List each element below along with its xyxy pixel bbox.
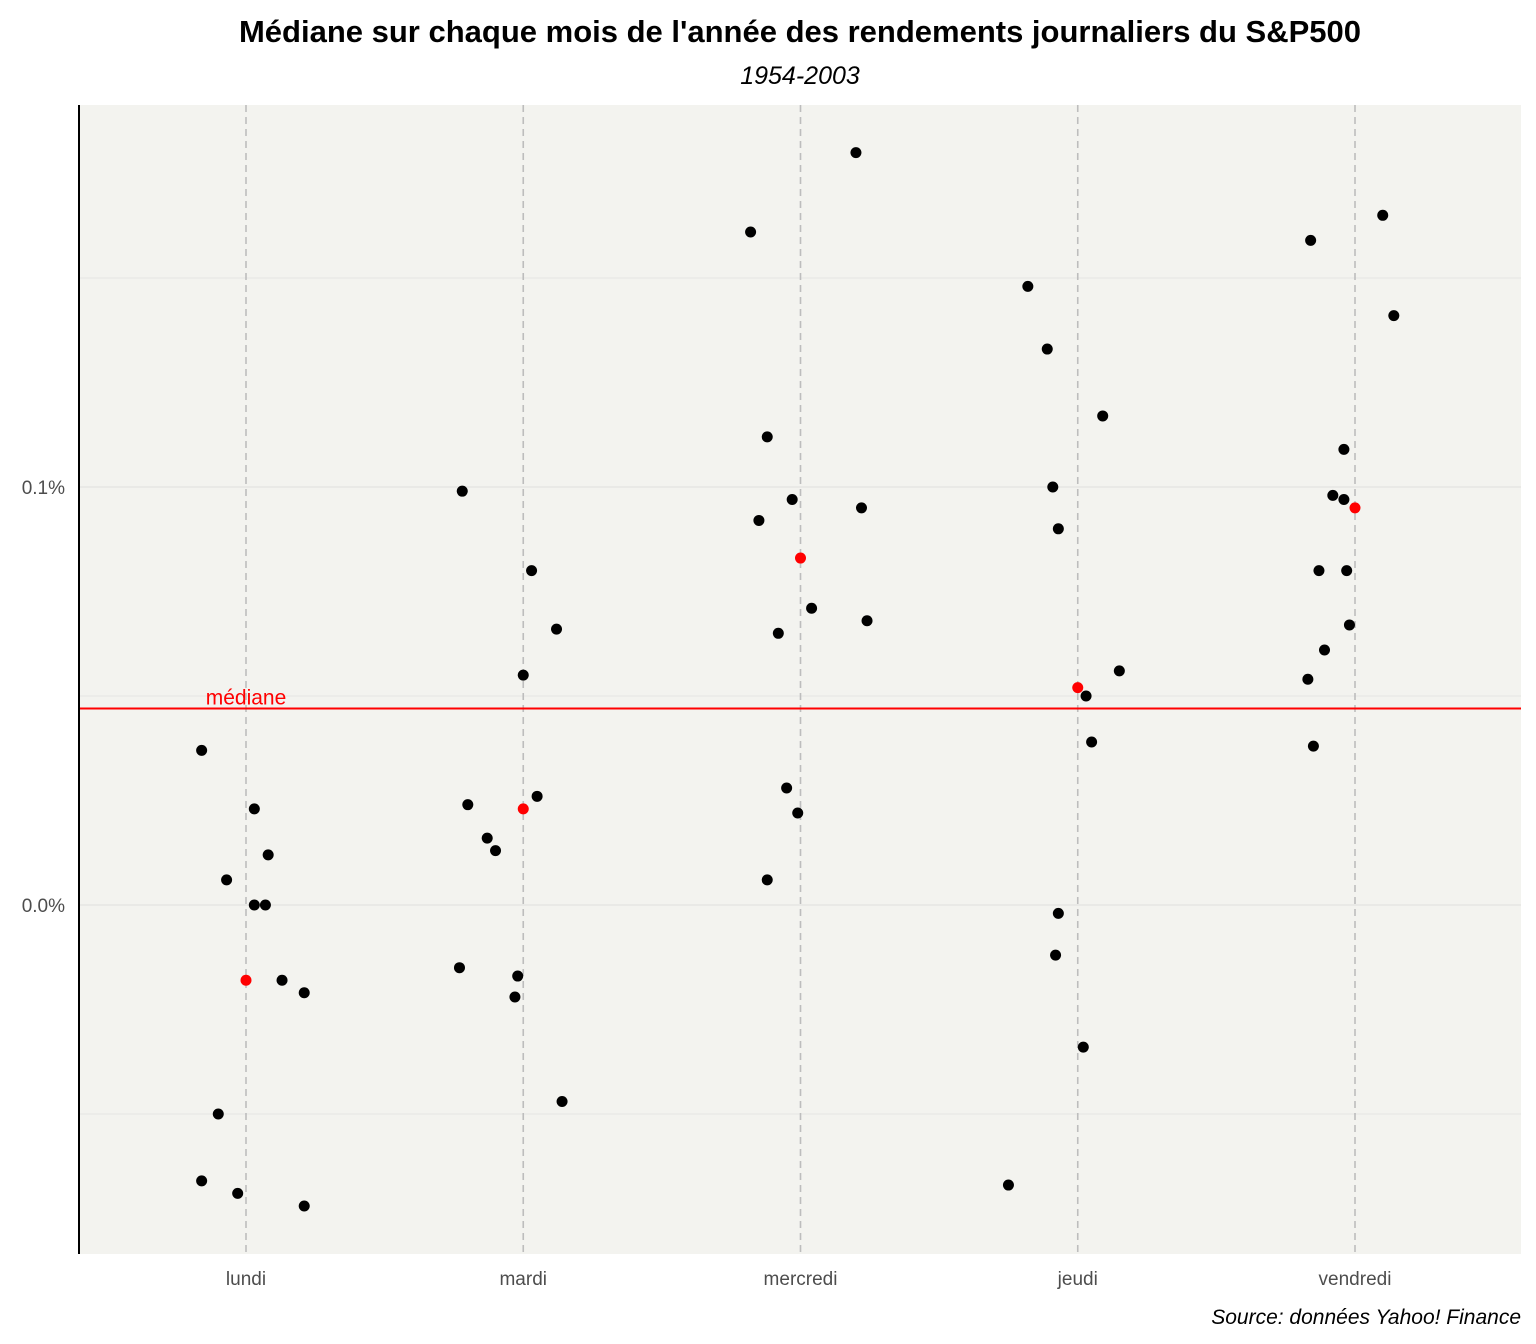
- data-point-jeudi: [1047, 481, 1059, 493]
- data-point-lundi: [212, 1108, 224, 1120]
- data-point-lundi: [221, 874, 233, 886]
- median-point-vendredi: [1349, 502, 1361, 514]
- median-point-jeudi: [1072, 682, 1084, 694]
- data-point-mercredi: [855, 502, 867, 514]
- median-point-mercredi: [795, 552, 806, 564]
- data-point-jeudi: [1052, 907, 1064, 919]
- chart-subtitle: 1954-2003: [740, 62, 860, 90]
- data-point-vendredi: [1327, 489, 1339, 501]
- data-point-vendredi: [1341, 565, 1353, 577]
- data-point-vendredi: [1305, 234, 1317, 246]
- data-point-lundi: [262, 849, 274, 861]
- data-point-mercredi: [745, 226, 757, 238]
- data-point-jeudi: [1050, 949, 1062, 961]
- data-point-lundi: [196, 1175, 208, 1187]
- x-tick-label-jeudi: jeudi: [1057, 1269, 1098, 1290]
- data-point-lundi: [232, 1187, 244, 1199]
- median-label: médiane: [206, 687, 287, 710]
- chart-caption: Source: données Yahoo! Finance: [1211, 1306, 1521, 1329]
- x-tick-label-mercredi: mercredi: [764, 1269, 838, 1290]
- data-point-mardi: [462, 799, 474, 811]
- data-point-mardi: [517, 669, 529, 681]
- data-point-mardi: [551, 623, 563, 635]
- data-point-jeudi: [1041, 343, 1053, 355]
- plot-panel: [80, 105, 1521, 1254]
- data-point-mardi: [526, 565, 538, 577]
- median-layer: médiane: [80, 687, 1521, 710]
- data-point-mercredi: [753, 514, 765, 526]
- data-point-mercredi: [806, 602, 818, 614]
- data-point-lundi: [298, 987, 310, 999]
- points-layer: [196, 147, 1400, 1212]
- y-tick-label: 0.1%: [22, 478, 65, 499]
- data-point-mardi: [512, 970, 524, 982]
- data-point-lundi: [248, 899, 260, 911]
- chart-title: Médiane sur chaque mois de l'année des r…: [239, 14, 1361, 49]
- data-point-jeudi: [1113, 665, 1125, 677]
- data-point-mardi: [509, 991, 521, 1003]
- data-point-vendredi: [1343, 619, 1355, 631]
- data-point-jeudi: [1077, 1041, 1089, 1053]
- data-point-mardi: [453, 962, 465, 974]
- data-point-lundi: [259, 899, 271, 911]
- x-tick-label-vendredi: vendredi: [1319, 1269, 1392, 1290]
- data-point-mardi: [556, 1095, 568, 1107]
- data-point-vendredi: [1388, 310, 1400, 322]
- data-point-jeudi: [1022, 280, 1034, 292]
- data-point-vendredi: [1302, 673, 1314, 685]
- data-point-lundi: [298, 1200, 310, 1212]
- y-tick-label: 0.0%: [22, 896, 65, 917]
- y-axis-ticks: 0.0% 0.1%: [22, 478, 65, 917]
- data-point-mercredi: [861, 615, 873, 627]
- x-axis-ticks: lundi mardi mercredi jeudi vendredi: [226, 1269, 1392, 1290]
- data-point-jeudi: [1086, 736, 1098, 748]
- data-point-vendredi: [1377, 209, 1389, 221]
- data-point-mercredi: [761, 874, 773, 886]
- data-point-vendredi: [1319, 644, 1331, 656]
- median-point-mardi: [517, 803, 529, 815]
- data-point-mardi: [490, 845, 502, 857]
- data-point-vendredi: [1313, 565, 1325, 577]
- data-point-jeudi: [1002, 1179, 1014, 1191]
- data-point-mercredi: [792, 807, 804, 819]
- data-point-mercredi: [761, 431, 773, 443]
- data-point-vendredi: [1338, 443, 1350, 455]
- data-point-mercredi: [786, 494, 798, 506]
- data-point-mercredi: [772, 627, 784, 639]
- data-point-jeudi: [1052, 523, 1064, 535]
- x-tick-label-mardi: mardi: [499, 1269, 547, 1290]
- data-point-jeudi: [1097, 410, 1109, 422]
- data-point-lundi: [276, 974, 288, 986]
- data-point-vendredi: [1338, 494, 1350, 506]
- data-point-mardi: [456, 485, 468, 497]
- median-point-lundi: [240, 974, 252, 986]
- data-point-mercredi: [850, 147, 862, 159]
- data-point-vendredi: [1307, 740, 1319, 752]
- x-tick-label-lundi: lundi: [226, 1269, 266, 1290]
- data-point-jeudi: [1080, 690, 1092, 702]
- data-point-mardi: [481, 832, 493, 844]
- data-point-lundi: [196, 744, 208, 756]
- data-point-mardi: [531, 790, 543, 802]
- data-point-lundi: [248, 803, 260, 815]
- data-point-mercredi: [781, 782, 793, 794]
